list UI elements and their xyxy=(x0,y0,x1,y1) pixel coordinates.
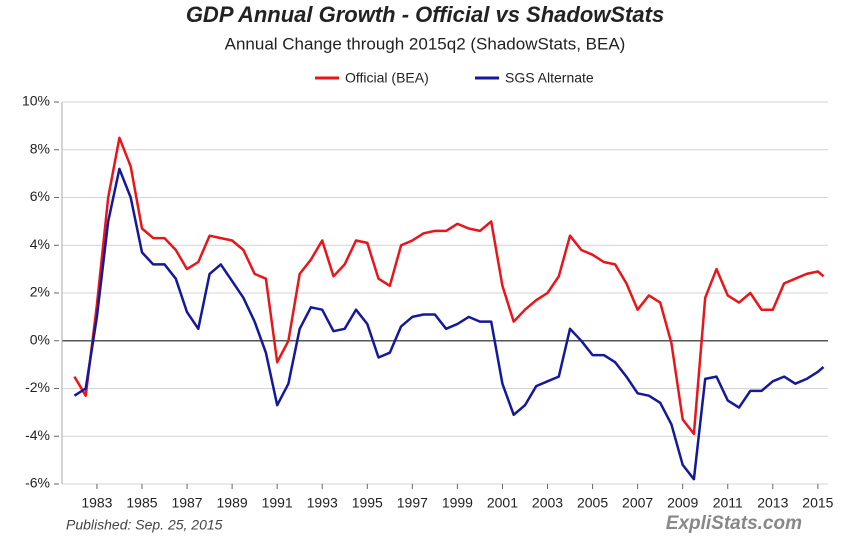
x-tick-label: 2005 xyxy=(577,495,608,511)
x-tick-label: 1987 xyxy=(171,495,202,511)
x-tick-label: 2013 xyxy=(757,495,788,511)
x-tick-label: 1999 xyxy=(442,495,473,511)
y-tick-label: 0% xyxy=(30,331,50,347)
y-tick-label: 8% xyxy=(30,140,50,156)
legend-label: SGS Alternate xyxy=(505,70,594,86)
chart-subtitle: Annual Change through 2015q2 (ShadowStat… xyxy=(225,34,626,53)
x-tick-label: 2001 xyxy=(487,495,518,511)
x-tick-label: 1997 xyxy=(397,495,428,511)
series-line xyxy=(73,167,825,481)
x-tick-label: 2011 xyxy=(713,495,743,511)
y-tick-label: 4% xyxy=(30,236,50,252)
x-tick-label: 1993 xyxy=(307,495,338,511)
x-tick-label: 2003 xyxy=(532,495,563,511)
y-tick-label: -6% xyxy=(25,475,50,491)
y-tick-label: 2% xyxy=(30,284,50,300)
y-tick-label: 10% xyxy=(22,93,50,109)
x-tick-label: 2007 xyxy=(622,495,653,511)
x-tick-label: 2009 xyxy=(667,495,698,511)
x-tick-label: 1983 xyxy=(81,495,112,511)
legend-label: Official (BEA) xyxy=(345,70,429,86)
y-tick-label: -4% xyxy=(25,427,50,443)
y-tick-label: -2% xyxy=(25,379,50,395)
series-line xyxy=(73,136,825,436)
x-tick-label: 1989 xyxy=(217,495,248,511)
brand: ExpliStats.com xyxy=(666,513,802,534)
y-tick-label: 6% xyxy=(30,188,50,204)
chart-title: GDP Annual Growth - Official vs ShadowSt… xyxy=(186,2,664,27)
x-tick-label: 1991 xyxy=(262,495,293,511)
x-tick-label: 2015 xyxy=(802,495,833,511)
published-note: Published: Sep. 25, 2015 xyxy=(66,517,223,533)
x-tick-label: 1995 xyxy=(352,495,383,511)
x-tick-label: 1985 xyxy=(126,495,157,511)
